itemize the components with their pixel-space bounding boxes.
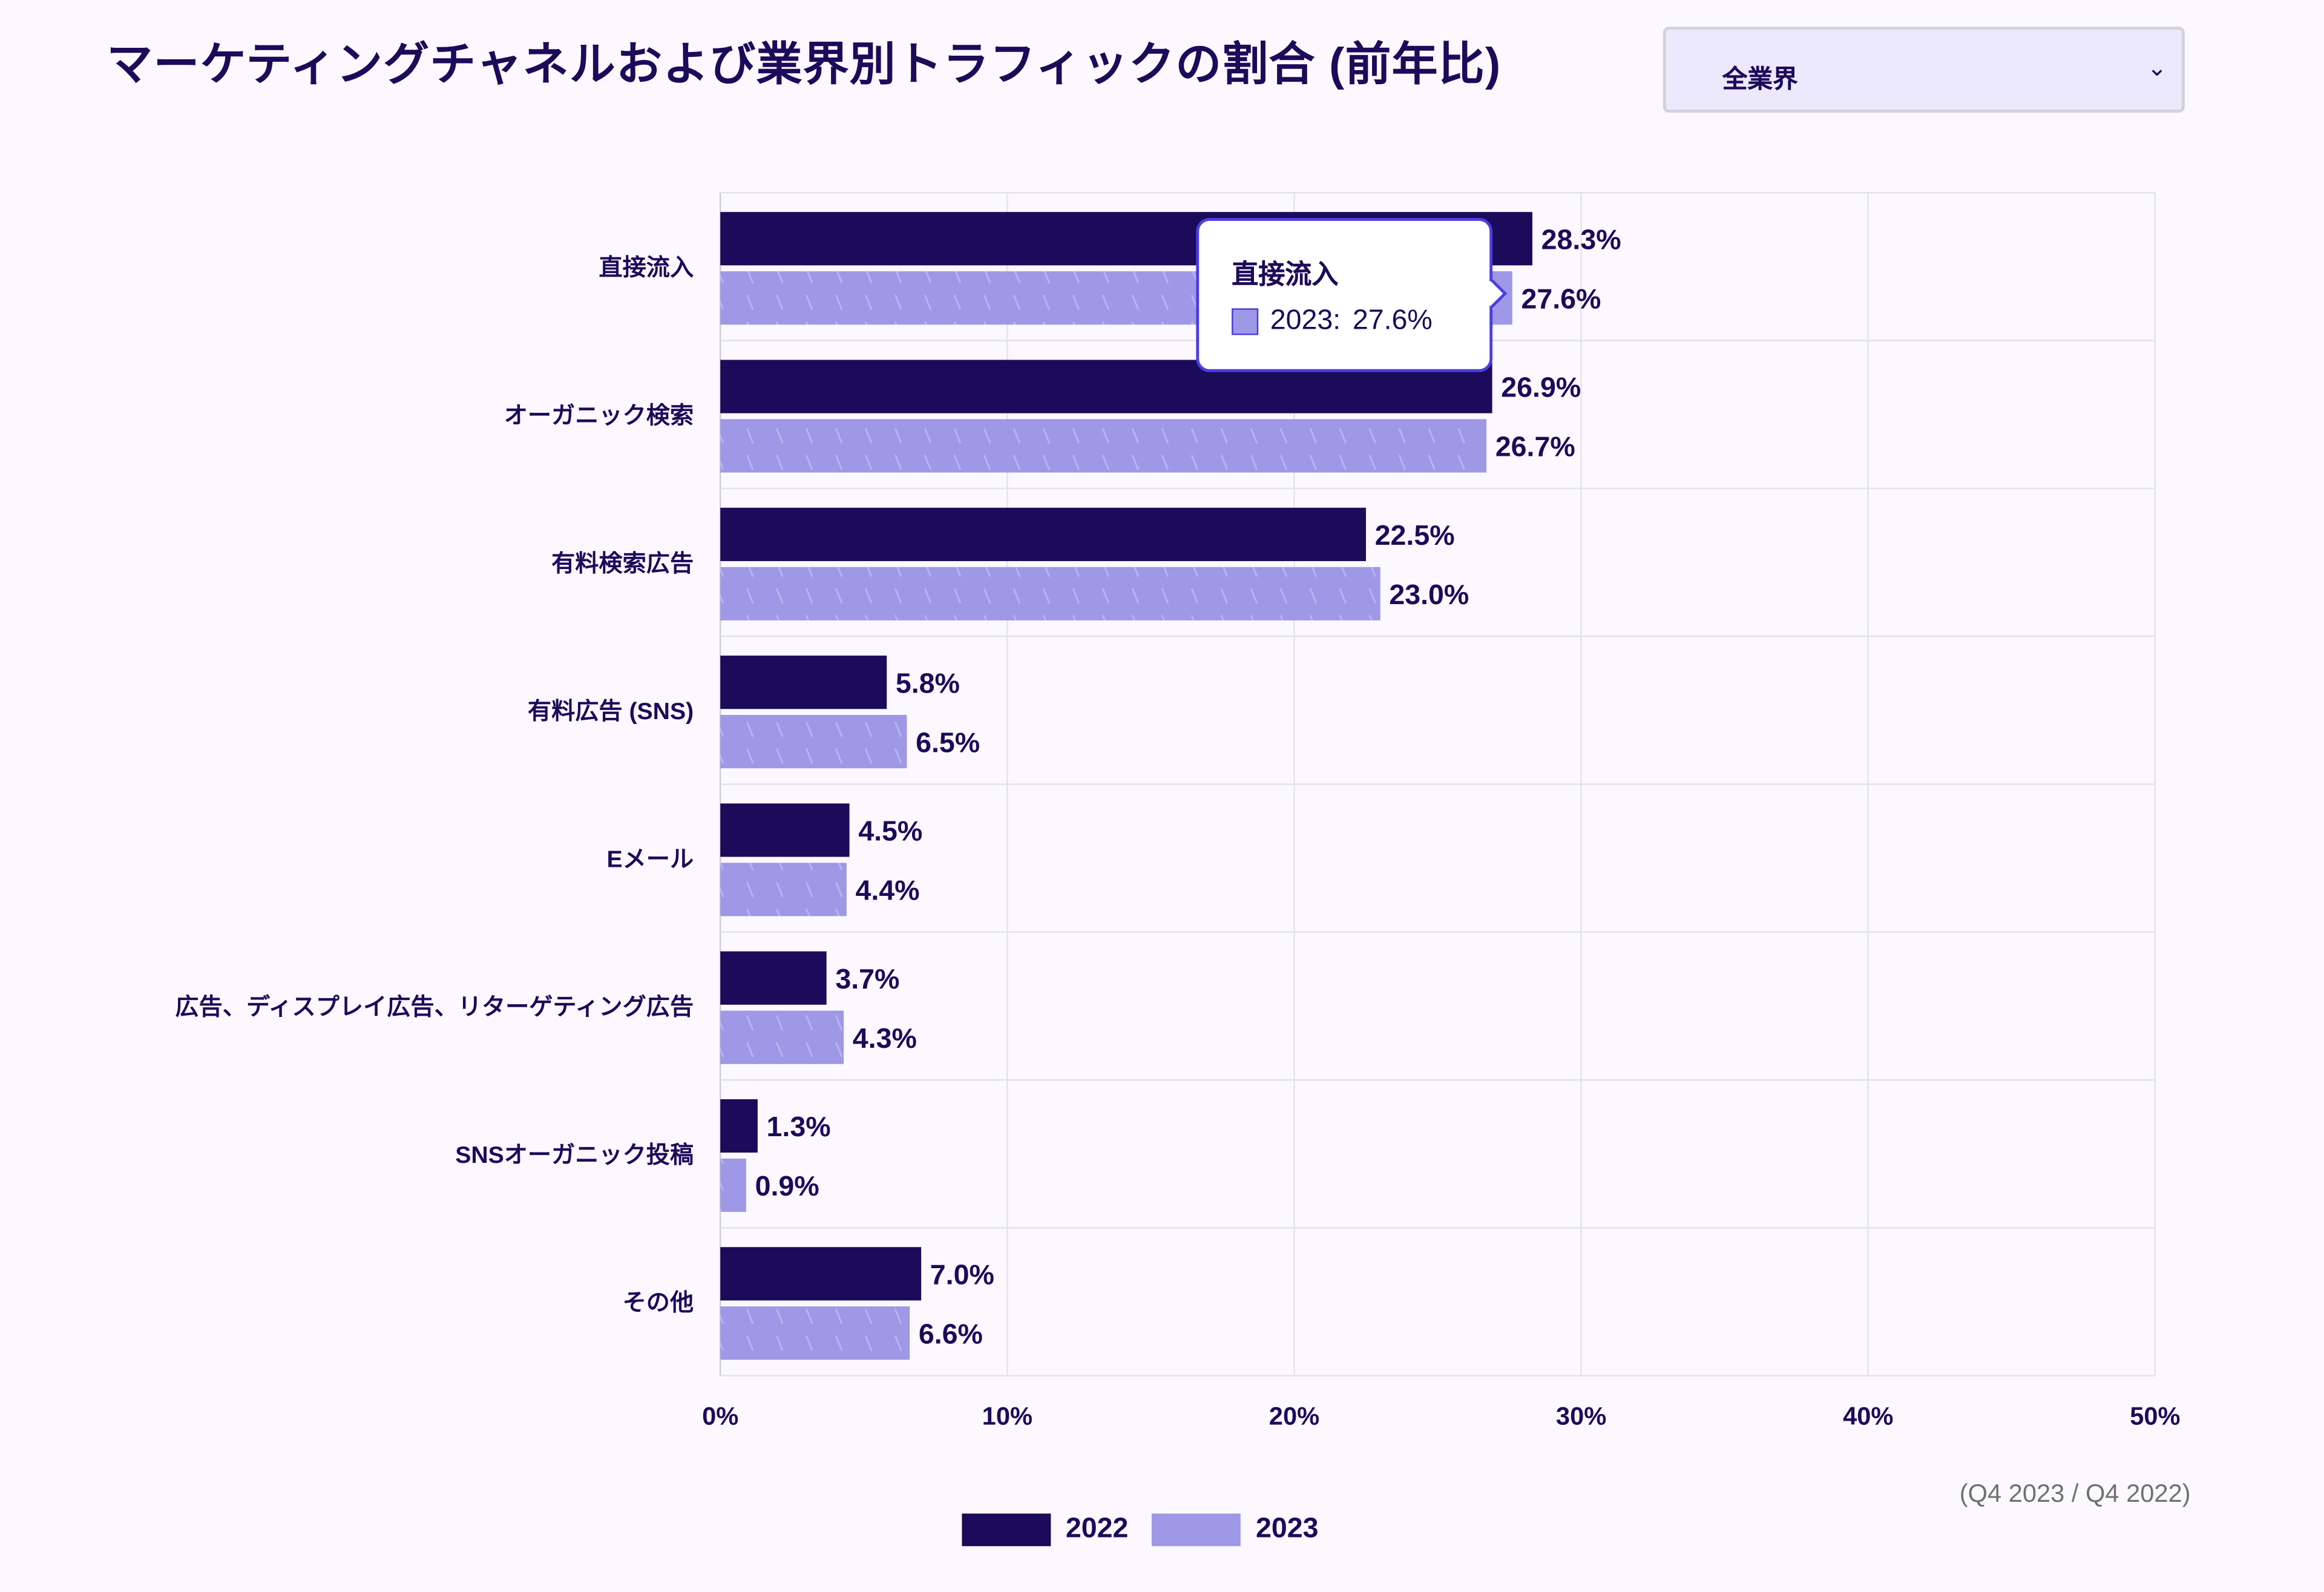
tooltip-label: 2023:: [1270, 305, 1341, 337]
data-label-2023: 26.7%: [1495, 431, 1575, 462]
category-label: 有料検索広告: [551, 551, 694, 577]
tooltip-title: 直接流入: [1232, 259, 1339, 289]
bar-2023: [720, 419, 1487, 473]
bar-2023: [720, 1306, 910, 1360]
bar-2022: [720, 656, 887, 709]
data-label-2023: 4.3%: [853, 1022, 917, 1054]
data-label-2022: 22.5%: [1375, 519, 1455, 551]
legend-label-2022[interactable]: 2022: [1065, 1513, 1129, 1545]
data-label-2022: 3.7%: [835, 963, 899, 995]
dropdown-value: 全業界: [1722, 65, 1798, 94]
data-label-2022: 26.9%: [1501, 372, 1581, 403]
data-label-2023: 6.5%: [916, 726, 980, 758]
data-label-2023: 27.6%: [1521, 283, 1601, 314]
industry-filter-dropdown[interactable]: 全業界 ⌄: [1663, 27, 2185, 113]
tooltip-swatch: [1232, 308, 1259, 335]
bar-2022: [720, 803, 850, 857]
category-label: SNSオーガニック投稿: [455, 1142, 694, 1168]
data-label-2022: 5.8%: [896, 667, 960, 699]
legend-label-2023[interactable]: 2023: [1255, 1513, 1319, 1545]
legend-swatch-2022[interactable]: [962, 1513, 1051, 1547]
category-label: Eメール: [606, 846, 694, 872]
bar-2022: [720, 1247, 922, 1301]
data-label-2022: 7.0%: [930, 1258, 994, 1290]
x-tick-label: 30%: [1556, 1401, 1606, 1430]
tooltip-value: 27.6%: [1352, 305, 1433, 337]
tooltip-row: 2023: 27.6%: [1232, 305, 1433, 338]
x-tick-label: 10%: [982, 1401, 1032, 1430]
x-tick-label: 0%: [702, 1401, 738, 1430]
legend: 2022 2023: [962, 1513, 1319, 1547]
bar-2023: [720, 715, 907, 769]
bar-2023: [720, 567, 1380, 620]
category-label: オーガニック検索: [504, 403, 694, 429]
data-label-2023: 4.4%: [856, 875, 920, 906]
chevron-down-icon: ⌄: [2147, 56, 2167, 82]
x-tick-label: 20%: [1269, 1401, 1319, 1430]
bar-2023: [720, 863, 847, 916]
data-label-2023: 6.6%: [919, 1318, 983, 1349]
bar-2022: [720, 1099, 758, 1153]
bar-2023: [720, 1010, 844, 1064]
page-title: マーケティングチャネルおよび業界別トラフィックの割合 (前年比): [107, 38, 1502, 91]
x-tick-label: 40%: [1843, 1401, 1893, 1430]
bar-2022: [720, 951, 827, 1005]
data-label-2023: 0.9%: [755, 1170, 819, 1202]
data-label-2022: 28.3%: [1541, 223, 1621, 255]
legend-swatch-2023[interactable]: [1152, 1513, 1241, 1547]
category-label: その他: [623, 1290, 694, 1316]
category-label: 広告、ディスプレイ広告、リターゲティング広告: [175, 994, 694, 1021]
category-label: 有料広告 (SNS): [528, 699, 694, 725]
bar-2022: [720, 507, 1366, 561]
data-label-2023: 23.0%: [1389, 579, 1469, 610]
period-note: (Q4 2023 / Q4 2022): [1959, 1479, 2191, 1508]
bar-2023: [720, 1158, 746, 1212]
data-label-2022: 4.5%: [858, 815, 922, 847]
category-label: 直接流入: [599, 255, 694, 281]
tooltip: 直接流入 2023: 27.6%: [1196, 218, 1508, 372]
x-tick-label: 50%: [2130, 1401, 2180, 1430]
data-label-2022: 1.3%: [767, 1111, 831, 1142]
